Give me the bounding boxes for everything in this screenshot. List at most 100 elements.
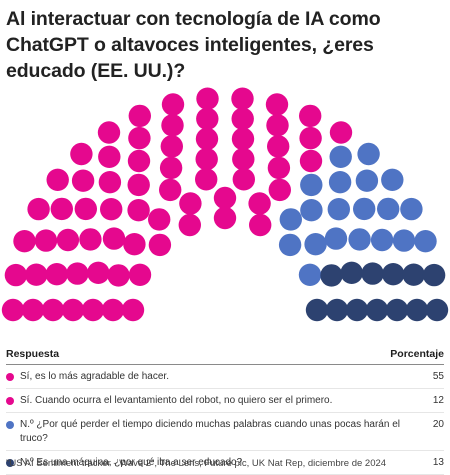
- series-swatch: [6, 397, 14, 405]
- seat-dot: [213, 206, 237, 230]
- seat-dot: [232, 147, 255, 171]
- seat-dot: [97, 121, 121, 144]
- series-swatch: [6, 421, 14, 429]
- seat-dot: [27, 197, 50, 221]
- seat-dot: [81, 298, 105, 322]
- series-value: 55: [432, 371, 444, 382]
- seat-dot: [278, 233, 302, 257]
- seat-dot: [402, 263, 425, 286]
- seat-dot: [231, 107, 254, 130]
- chart-title: Al interactuar con tecnología de IA como…: [6, 8, 381, 82]
- seat-dot: [195, 127, 219, 151]
- seat-dot: [161, 114, 184, 137]
- seat-dot: [66, 262, 89, 285]
- series-value: 13: [432, 457, 444, 468]
- seat-dot: [148, 233, 172, 257]
- seat-dot: [320, 264, 343, 287]
- seat-dot: [381, 168, 404, 191]
- seat-dot: [46, 168, 69, 191]
- seat-dot: [357, 142, 380, 166]
- seat-dot: [21, 298, 45, 322]
- seat-dot: [102, 227, 126, 250]
- seat-dot: [300, 199, 323, 222]
- seat-dot: [128, 104, 151, 128]
- legend-row: Sí, es lo más agradable de hacer. 55: [6, 365, 444, 389]
- seat-dot: [377, 197, 400, 221]
- seat-dot: [13, 230, 36, 253]
- seat-dot: [231, 127, 255, 151]
- seat-dot: [340, 261, 363, 284]
- seat-dot: [361, 262, 384, 285]
- seat-dot: [179, 192, 202, 215]
- legend-row: N.º ¿Por qué perder el tiempo diciendo m…: [6, 413, 444, 451]
- legend-col-value: Porcentaje: [390, 348, 444, 360]
- seat-dot: [100, 198, 123, 221]
- seat-dot: [382, 263, 405, 286]
- seat-dot: [87, 261, 110, 284]
- seat-dot: [425, 298, 449, 322]
- seat-dot: [405, 298, 429, 322]
- seat-dot: [232, 168, 255, 191]
- series-swatch: [6, 459, 14, 467]
- source-note: "US AI Sentiment tracker - Wave 2", The …: [6, 458, 387, 469]
- seat-dot: [279, 208, 302, 231]
- seat-dot: [266, 114, 289, 137]
- seat-dot: [305, 298, 329, 322]
- seat-dot: [71, 169, 95, 192]
- seat-dot: [400, 197, 423, 221]
- seat-dot: [195, 147, 218, 171]
- series-swatch: [6, 373, 14, 381]
- seat-dot: [267, 156, 291, 180]
- seat-dot: [248, 192, 271, 215]
- seat-dot: [50, 197, 73, 221]
- legend-row: Sí. Cuando ocurra el levantamiento del r…: [6, 389, 444, 413]
- legend-table: Respuesta Porcentaje Sí, es lo más agrad…: [6, 348, 444, 475]
- seat-dot: [148, 208, 171, 231]
- seat-dot: [299, 126, 322, 150]
- seat-dot: [34, 229, 58, 252]
- seat-dot: [98, 145, 121, 168]
- seat-dot: [107, 264, 130, 287]
- seat-dot: [61, 298, 85, 322]
- seat-dot: [159, 178, 182, 202]
- seat-dot: [121, 298, 145, 322]
- seat-dot: [267, 135, 290, 158]
- seat-dot: [195, 168, 218, 191]
- seat-dot: [355, 169, 379, 192]
- seat-dot: [325, 298, 349, 322]
- seat-dot: [70, 142, 93, 166]
- series-value: 20: [432, 419, 444, 430]
- seat-dot: [324, 227, 348, 250]
- series-label: Sí. Cuando ocurra el levantamiento del r…: [20, 395, 333, 406]
- seat-dot: [265, 93, 289, 116]
- seat-dot: [345, 298, 369, 322]
- legend-col-label: Respuesta: [6, 348, 60, 360]
- seat-dot: [327, 198, 350, 221]
- seat-dot: [79, 228, 102, 251]
- seat-dot: [329, 121, 353, 144]
- seat-dot: [98, 171, 122, 194]
- seat-dot: [328, 171, 352, 194]
- seat-dot: [196, 87, 219, 110]
- seat-dot: [45, 263, 68, 286]
- seat-dot: [1, 298, 25, 322]
- seat-dot: [56, 228, 80, 252]
- seat-dot: [298, 263, 322, 286]
- seat-dot: [348, 228, 371, 251]
- legend-header: Respuesta Porcentaje: [6, 348, 444, 365]
- seat-dot: [25, 263, 48, 286]
- seat-dot: [160, 135, 183, 158]
- series-label: N.º Es una máquina, ¿por qué iba a ser e…: [20, 457, 243, 468]
- seat-dot: [127, 149, 151, 173]
- seat-dot: [304, 233, 327, 256]
- seat-dot: [385, 298, 409, 322]
- seat-dot: [299, 149, 323, 173]
- seat-dot: [196, 107, 219, 130]
- seat-dot: [422, 263, 446, 287]
- seat-dot: [365, 298, 389, 322]
- series-label: N.º ¿Por qué perder el tiempo diciendo m…: [20, 419, 400, 444]
- seat-dot: [74, 197, 98, 221]
- seat-dot: [300, 173, 323, 197]
- seat-dot: [159, 156, 183, 180]
